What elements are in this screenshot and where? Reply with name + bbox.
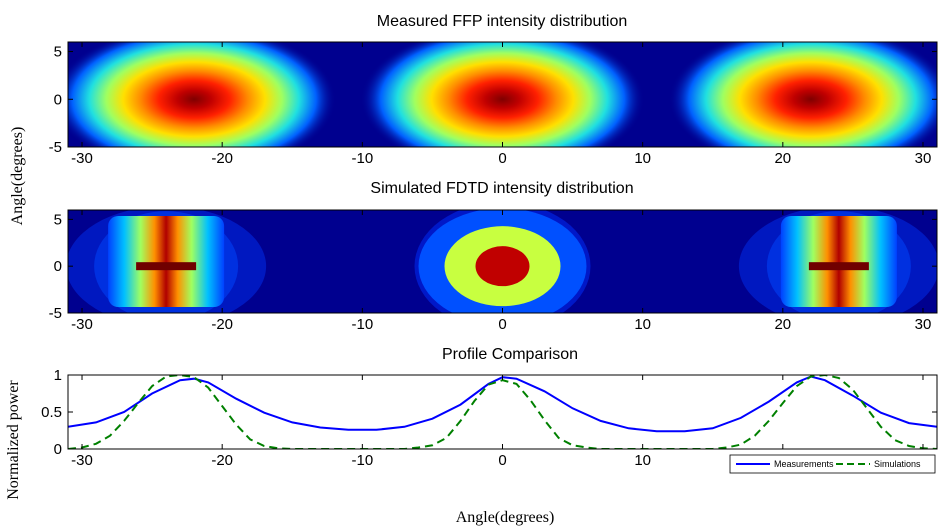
sim-side-lobe	[108, 216, 225, 307]
y-tick-label: 0	[54, 258, 62, 275]
panel3-title: Profile Comparison	[442, 346, 578, 363]
measured-lobe	[360, 42, 645, 147]
x-tick-label: 10	[634, 150, 651, 167]
y-tick-label: -5	[49, 139, 62, 156]
x-tick-label: 20	[774, 150, 791, 167]
legend-box	[729, 454, 936, 474]
y-tick-label: 0.5	[41, 404, 62, 421]
x-tick-label: 10	[634, 316, 651, 333]
y-tick-label: 5	[54, 44, 62, 61]
panel-measured: Measured FFP intensity distribution -30-…	[49, 13, 938, 167]
x-tick-label: 30	[915, 150, 932, 167]
x-tick-label: 30	[915, 316, 932, 333]
x-tick-label: 0	[498, 452, 506, 469]
x-tick-label: -30	[71, 150, 93, 167]
sim-side-lobe	[780, 216, 897, 307]
heatmap-ylabel: Angle(degrees)	[9, 127, 26, 226]
x-tick-label: -10	[351, 316, 373, 333]
x-tick-label: -20	[211, 452, 233, 469]
panel-simulated: Simulated FDTD intensity distribution -3…	[49, 180, 938, 333]
panel2-title: Simulated FDTD intensity distribution	[370, 180, 633, 197]
profile-xlabel: Angle(degrees)	[456, 509, 555, 526]
x-tick-label: 20	[774, 316, 791, 333]
sim-center-core	[475, 246, 530, 287]
measured-lobe	[68, 42, 336, 147]
y-tick-label: 0	[54, 441, 62, 458]
measured-lobe	[669, 42, 937, 147]
x-tick-label: 0	[498, 316, 506, 333]
x-tick-label: -10	[351, 150, 373, 167]
simulations-line	[68, 375, 937, 449]
x-tick-label: -20	[211, 150, 233, 167]
x-tick-label: -10	[351, 452, 373, 469]
panel1-title: Measured FFP intensity distribution	[377, 13, 627, 30]
x-tick-label: -30	[71, 452, 93, 469]
x-tick-label: -20	[211, 316, 233, 333]
y-tick-label: 0	[54, 91, 62, 108]
legend: Measurements Simulations	[729, 454, 936, 474]
sim-side-core	[808, 262, 869, 271]
legend-label-measurements: Measurements	[774, 459, 834, 469]
y-tick-label: -5	[49, 305, 62, 322]
legend-label-simulations: Simulations	[874, 459, 921, 469]
panel3-plot-area	[68, 375, 937, 449]
profile-ylabel: Normalized power	[5, 380, 22, 500]
y-tick-label: 1	[54, 367, 62, 384]
x-tick-label: 10	[634, 452, 651, 469]
sim-side-core	[136, 262, 197, 271]
x-tick-label: -30	[71, 316, 93, 333]
x-tick-label: 0	[498, 150, 506, 167]
y-tick-label: 5	[54, 211, 62, 228]
